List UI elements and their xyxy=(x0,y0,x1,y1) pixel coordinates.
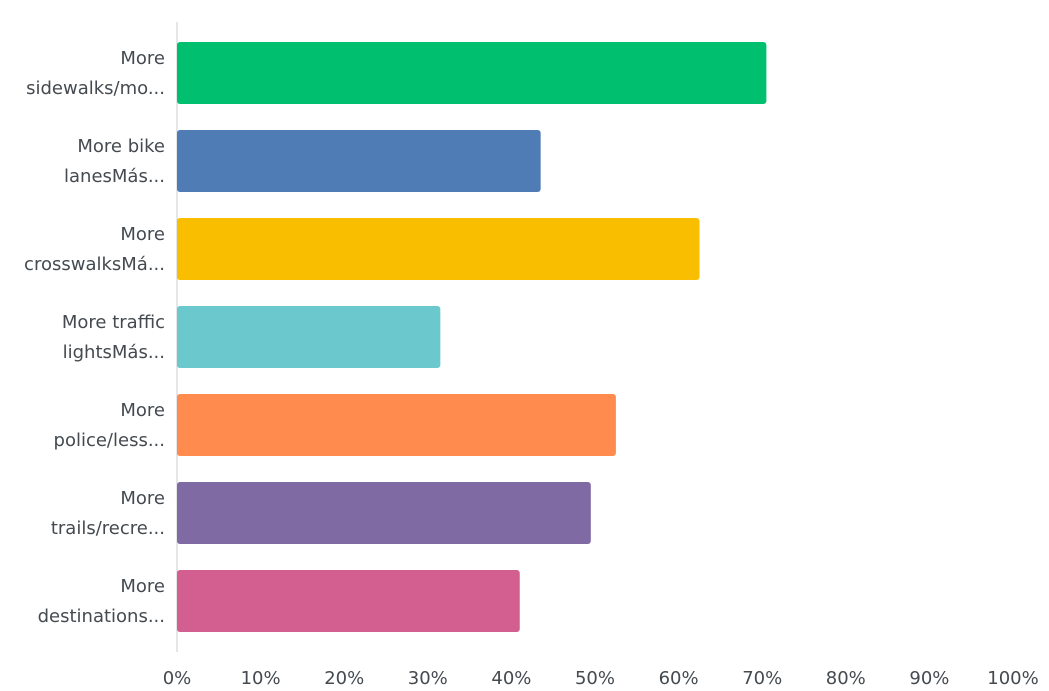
bar-2 xyxy=(177,130,541,192)
category-label-line: More xyxy=(120,576,165,597)
category-label-line: trails/recre... xyxy=(51,518,165,539)
x-tick-label: 80% xyxy=(826,668,866,689)
category-label-line: crosswalksMá... xyxy=(24,254,165,275)
x-tick-label: 10% xyxy=(241,668,281,689)
category-label-1: More sidewalks/mo... xyxy=(26,48,165,99)
x-tick-label: 0% xyxy=(163,668,192,689)
category-label-line: police/less... xyxy=(54,430,165,451)
category-label-line: destinations... xyxy=(38,606,165,627)
category-label-6: More trails/recre... xyxy=(51,488,165,539)
category-label-7: More destinations... xyxy=(38,576,165,627)
x-tick-label: 50% xyxy=(575,668,615,689)
category-label-3: More crosswalksMá... xyxy=(24,224,165,275)
category-labels: More sidewalks/mo...More bike lanesMás...M… xyxy=(24,48,165,627)
category-label-line: More traffic xyxy=(62,312,165,333)
category-label-line: lanesMás... xyxy=(64,166,165,187)
x-tick-label: 90% xyxy=(909,668,949,689)
category-label-line: More bike xyxy=(77,136,165,157)
category-label-2: More bike lanesMás... xyxy=(64,136,165,187)
category-label-line: More xyxy=(120,400,165,421)
bar-1 xyxy=(177,42,767,104)
x-tick-label: 20% xyxy=(324,668,364,689)
category-label-5: More police/less... xyxy=(54,400,165,451)
category-label-line: More xyxy=(120,224,165,245)
x-tick-label: 100% xyxy=(987,668,1038,689)
bars-layer xyxy=(177,42,767,632)
category-label-line: lightsMás... xyxy=(63,342,165,363)
x-tick-label: 30% xyxy=(408,668,448,689)
x-tick-label: 70% xyxy=(742,668,782,689)
bar-5 xyxy=(177,394,616,456)
x-tick-label: 40% xyxy=(491,668,531,689)
category-label-4: More traffic lightsMás... xyxy=(62,312,165,363)
category-label-line: sidewalks/mo... xyxy=(26,78,165,99)
category-label-line: More xyxy=(120,488,165,509)
x-axis-ticks: 0% 10% 20% 30% 40% 50% 60% 70% 80% 90% 100% xyxy=(163,668,1039,689)
bar-6 xyxy=(177,482,591,544)
category-label-line: More xyxy=(120,48,165,69)
x-tick-label: 60% xyxy=(659,668,699,689)
bar-3 xyxy=(177,218,700,280)
bar-7 xyxy=(177,570,520,632)
bar-4 xyxy=(177,306,441,368)
